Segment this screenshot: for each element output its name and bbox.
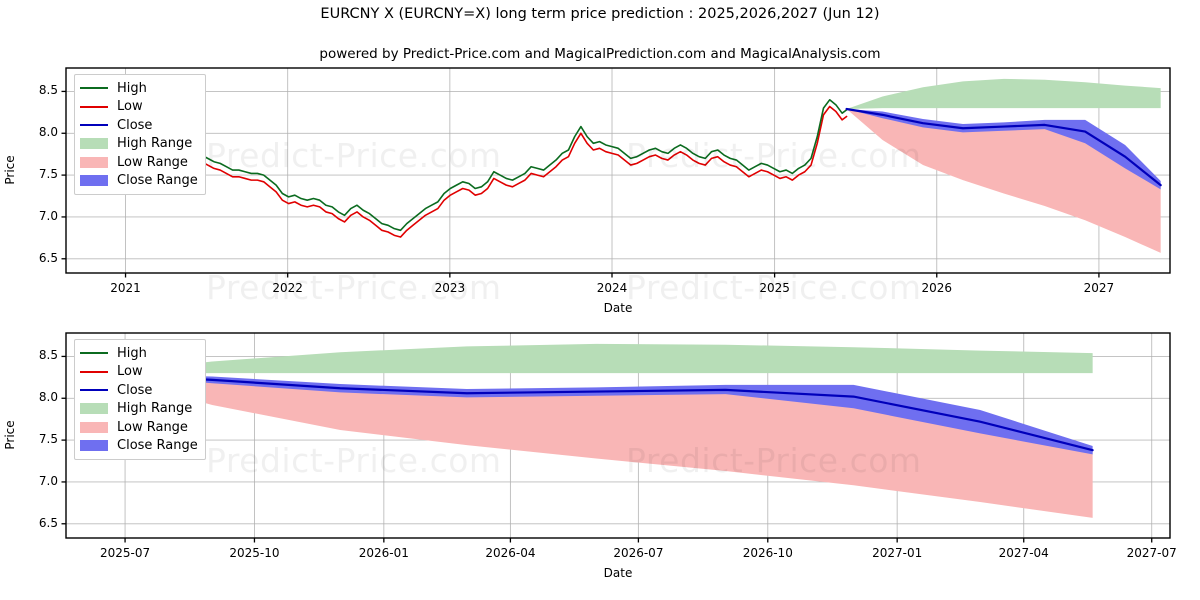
top-chart-xtick-label: 2025 bbox=[759, 281, 790, 295]
legend-item-label: High Range bbox=[117, 136, 193, 152]
legend-item-high-range[interactable]: High Range bbox=[80, 135, 198, 154]
legend-patch-swatch-icon bbox=[80, 421, 108, 433]
axis-ticks bbox=[61, 355, 1153, 543]
legend-item-label: Low Range bbox=[117, 419, 188, 435]
top-chart-legend: High Low Close High Range Low Range Close Ran… bbox=[74, 74, 206, 195]
high-range-band bbox=[846, 78, 1161, 109]
legend-item-high[interactable]: High bbox=[80, 79, 198, 98]
legend-item-close[interactable]: Close bbox=[80, 381, 198, 400]
legend-item-close[interactable]: Close bbox=[80, 116, 198, 135]
bottom-chart-xtick-label: 2026-04 bbox=[485, 546, 536, 560]
axis-ticks bbox=[61, 90, 1100, 278]
legend-item-label: Close Range bbox=[117, 438, 198, 454]
plot-frame bbox=[65, 67, 1171, 274]
legend-item-low[interactable]: Low bbox=[80, 98, 198, 117]
top-chart-xtick-label: 2027 bbox=[1083, 281, 1115, 295]
bottom-chart-y-axis-label: Price bbox=[3, 419, 17, 450]
legend-item-label: High bbox=[117, 345, 147, 361]
low-line bbox=[88, 105, 848, 238]
bottom-chart-canvas bbox=[61, 332, 1171, 543]
bottom-chart-legend: High Low Close High Range Low Range Close Ran… bbox=[74, 339, 206, 460]
legend-line-swatch-icon bbox=[80, 352, 108, 355]
legend-line-swatch-icon bbox=[80, 105, 108, 108]
bottom-chart-ytick-label: 6.5 bbox=[38, 515, 58, 530]
legend-item-label: Low bbox=[117, 364, 143, 380]
bottom-chart-ytick-label: 7.0 bbox=[38, 473, 58, 488]
close-range-band bbox=[98, 374, 1093, 455]
plot-frame bbox=[65, 332, 1171, 539]
legend-line-swatch-icon bbox=[80, 124, 108, 127]
legend-item-label: Close bbox=[117, 117, 153, 133]
legend-item-label: High bbox=[117, 80, 147, 96]
bottom-chart-xtick-label: 2025-07 bbox=[99, 546, 151, 560]
legend-line-swatch-icon bbox=[80, 87, 108, 90]
page-title: EURCNY X (EURCNY=X) long term price pred… bbox=[320, 6, 880, 22]
legend-patch-swatch-icon bbox=[80, 175, 108, 187]
bottom-chart-ytick-label: 7.5 bbox=[38, 432, 58, 447]
legend-item-label: Low Range bbox=[117, 154, 188, 170]
top-chart-ytick-label: 8.0 bbox=[38, 125, 58, 140]
high-range-band bbox=[98, 343, 1093, 374]
bottom-chart-ytick-label: 8.5 bbox=[38, 348, 58, 363]
legend-item-close-range[interactable]: Close Range bbox=[80, 172, 198, 191]
bottom-chart-x-axis-label: Date bbox=[603, 566, 633, 580]
high-line bbox=[88, 99, 848, 232]
bottom-chart-xtick-label: 2027-07 bbox=[1126, 546, 1177, 560]
legend-item-label: Close bbox=[117, 382, 153, 398]
legend-item-close-range[interactable]: Close Range bbox=[80, 437, 198, 456]
close-line bbox=[845, 107, 1162, 187]
top-chart-xtick-label: 2023 bbox=[434, 281, 466, 295]
legend-item-label: Low bbox=[117, 99, 143, 115]
bottom-chart-xtick-label: 2027-01 bbox=[872, 546, 923, 560]
legend-item-low-range[interactable]: Low Range bbox=[80, 153, 198, 172]
legend-item-label: Close Range bbox=[117, 173, 198, 189]
top-chart-x-axis-label: Date bbox=[603, 301, 633, 315]
legend-patch-swatch-icon bbox=[80, 138, 108, 150]
legend-patch-swatch-icon bbox=[80, 440, 108, 452]
close-range-band bbox=[846, 109, 1161, 190]
low-range-band bbox=[98, 374, 1093, 518]
legend-item-high[interactable]: High bbox=[80, 344, 198, 363]
top-chart-ytick-label: 7.0 bbox=[38, 208, 58, 223]
close-line bbox=[97, 372, 1094, 452]
bottom-chart-panel: 6.5 7.0 7.5 8.0 8.5 2025-07 2025-10 2026-01 2026… bbox=[0, 325, 1200, 595]
bottom-chart-xtick-label: 2026-01 bbox=[358, 546, 409, 560]
top-chart-canvas bbox=[61, 67, 1171, 278]
legend-item-label: High Range bbox=[117, 401, 193, 417]
legend-line-swatch-icon bbox=[80, 389, 108, 392]
bottom-chart-xtick-label: 2026-10 bbox=[742, 546, 793, 560]
top-chart-xtick-label: 2024 bbox=[596, 281, 628, 295]
top-chart-ytick-label: 8.5 bbox=[38, 83, 58, 98]
top-chart-y-axis-label: Price bbox=[3, 154, 17, 185]
legend-item-low[interactable]: Low bbox=[80, 363, 198, 382]
low-range-band bbox=[846, 109, 1161, 253]
bottom-chart-xtick-label: 2027-04 bbox=[998, 546, 1049, 560]
page-subtitle: powered by Predict-Price.com and Magical… bbox=[319, 46, 881, 62]
legend-item-low-range[interactable]: Low Range bbox=[80, 418, 198, 437]
plot-series bbox=[97, 343, 1094, 518]
top-chart-xtick-label: 2022 bbox=[272, 281, 303, 295]
bottom-chart-ytick-label: 8.0 bbox=[38, 390, 58, 405]
top-chart-ytick-label: 7.5 bbox=[38, 167, 58, 182]
legend-line-swatch-icon bbox=[80, 370, 108, 373]
plot-series bbox=[88, 78, 1162, 253]
legend-patch-swatch-icon bbox=[80, 403, 108, 415]
top-chart-panel: 6.5 7.0 7.5 8.0 8.5 2021 2022 2023 2024 2025 2026 2… bbox=[0, 60, 1200, 320]
bottom-chart-xtick-label: 2025-10 bbox=[229, 546, 280, 560]
top-chart-xtick-label: 2026 bbox=[921, 281, 953, 295]
top-chart-ytick-label: 6.5 bbox=[38, 250, 58, 265]
top-chart-xtick-label: 2021 bbox=[110, 281, 141, 295]
legend-item-high-range[interactable]: High Range bbox=[80, 400, 198, 419]
legend-patch-swatch-icon bbox=[80, 156, 108, 168]
bottom-chart-xtick-label: 2026-07 bbox=[613, 546, 664, 560]
